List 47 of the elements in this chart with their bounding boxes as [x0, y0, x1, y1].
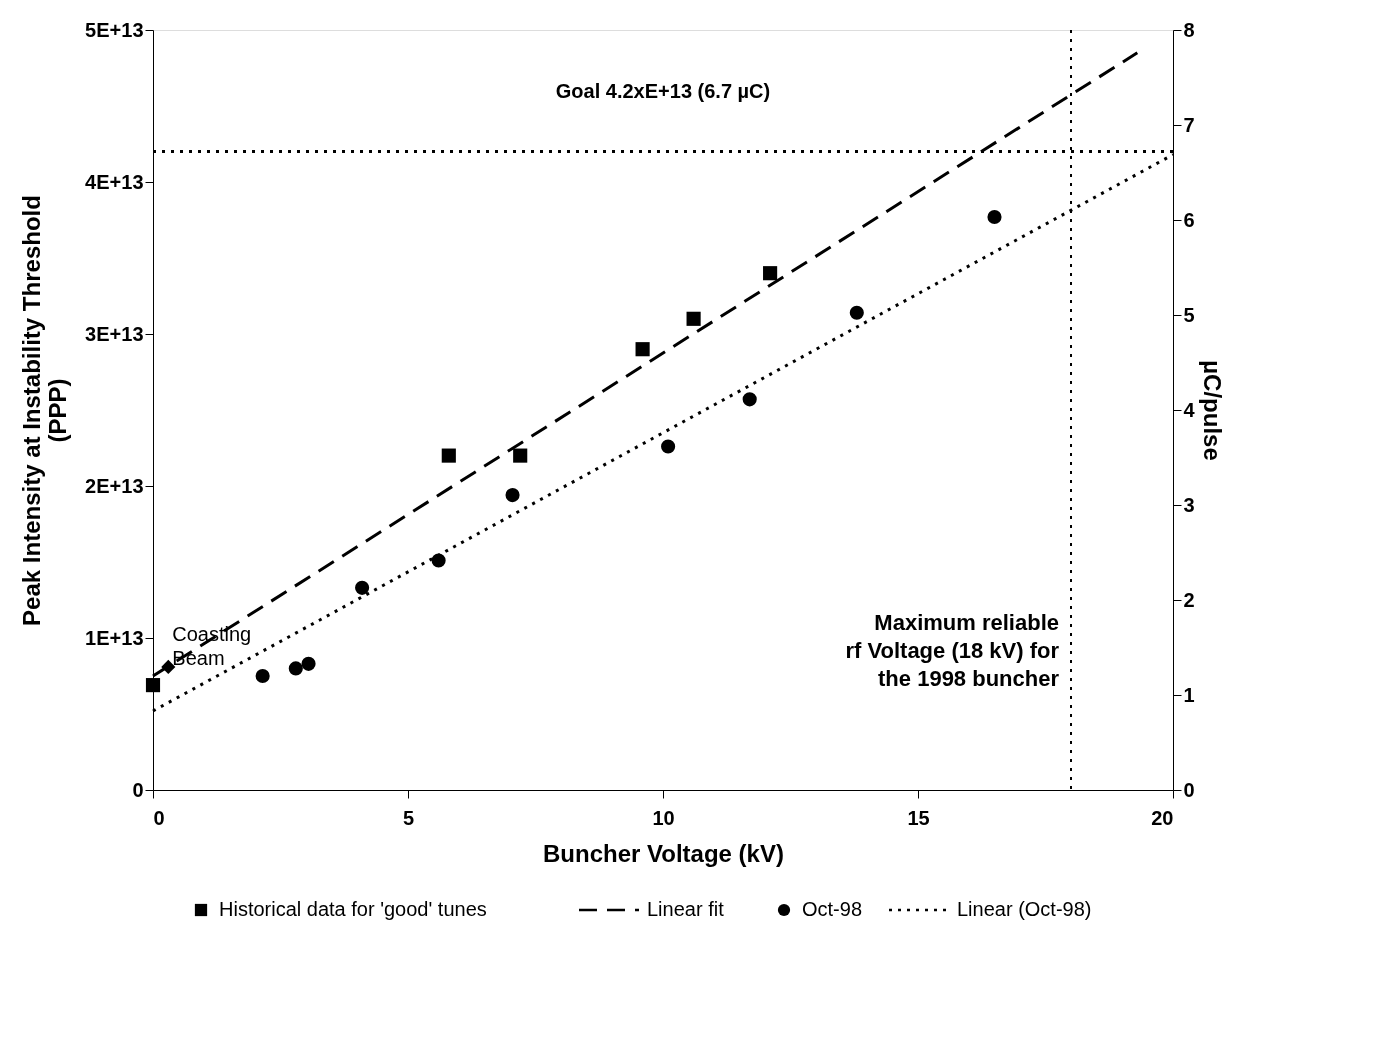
point	[763, 266, 778, 281]
y2-tick-label: 4	[1183, 398, 1196, 421]
ref-line-label: Maximum reliable rf Voltage (18 kV) for the 1998 buncher	[845, 609, 1060, 691]
legend-label: Linear (Oct-98)	[957, 898, 1092, 920]
point	[635, 342, 650, 357]
y2-tick-label: 0	[1183, 778, 1195, 801]
y2-tick-label: 5	[1183, 303, 1195, 326]
x-tick-label: 15	[907, 806, 930, 829]
legend-label: Linear fit	[647, 898, 725, 920]
annotation: Coasting Beam	[172, 622, 252, 669]
x-axis-title: Buncher Voltage (kV)	[543, 839, 784, 867]
legend-label: Historical data for 'good' tunes	[219, 898, 487, 920]
x-tick-label: 5	[402, 806, 415, 829]
y2-tick-label: 3	[1183, 493, 1195, 516]
point	[301, 656, 316, 671]
point	[505, 488, 520, 503]
point	[255, 668, 270, 684]
point	[742, 392, 757, 407]
x-tick-label: 10	[652, 806, 675, 829]
point	[661, 439, 676, 454]
y-tick-label: 5E+13	[85, 18, 144, 41]
x-tick-label: 0	[153, 806, 165, 829]
point	[145, 678, 161, 693]
point	[161, 659, 176, 674]
y-tick-label: 3E+13	[85, 322, 144, 345]
point	[288, 661, 303, 676]
y-tick-label: 0	[132, 778, 144, 801]
point	[849, 305, 864, 320]
point	[686, 311, 701, 326]
point	[441, 448, 456, 463]
point	[355, 580, 370, 595]
y2-tick-label: 1	[1183, 683, 1195, 706]
y-tick-label: 2E+13	[85, 474, 144, 497]
point	[431, 553, 446, 568]
point	[987, 209, 1002, 225]
y2-tick-label: 8	[1183, 18, 1195, 41]
point	[513, 448, 528, 463]
y-tick-label: 1E+13	[85, 626, 144, 649]
legend-label: Oct-98	[802, 898, 863, 920]
y2-tick-label: 7	[1183, 113, 1195, 136]
x-tick-label: 20	[1151, 806, 1174, 829]
ref-line-label: Goal 4.2xE+13 (6.7 µC)	[555, 79, 771, 102]
y2-tick-label: 6	[1183, 208, 1195, 231]
y2-axis-title: µC/pulse	[1198, 360, 1226, 461]
y-axis-title: Peak Intensity at Instability Threshold (PPP)	[18, 195, 72, 626]
y2-tick-label: 2	[1183, 588, 1195, 611]
y-tick-label: 4E+13	[85, 170, 144, 193]
